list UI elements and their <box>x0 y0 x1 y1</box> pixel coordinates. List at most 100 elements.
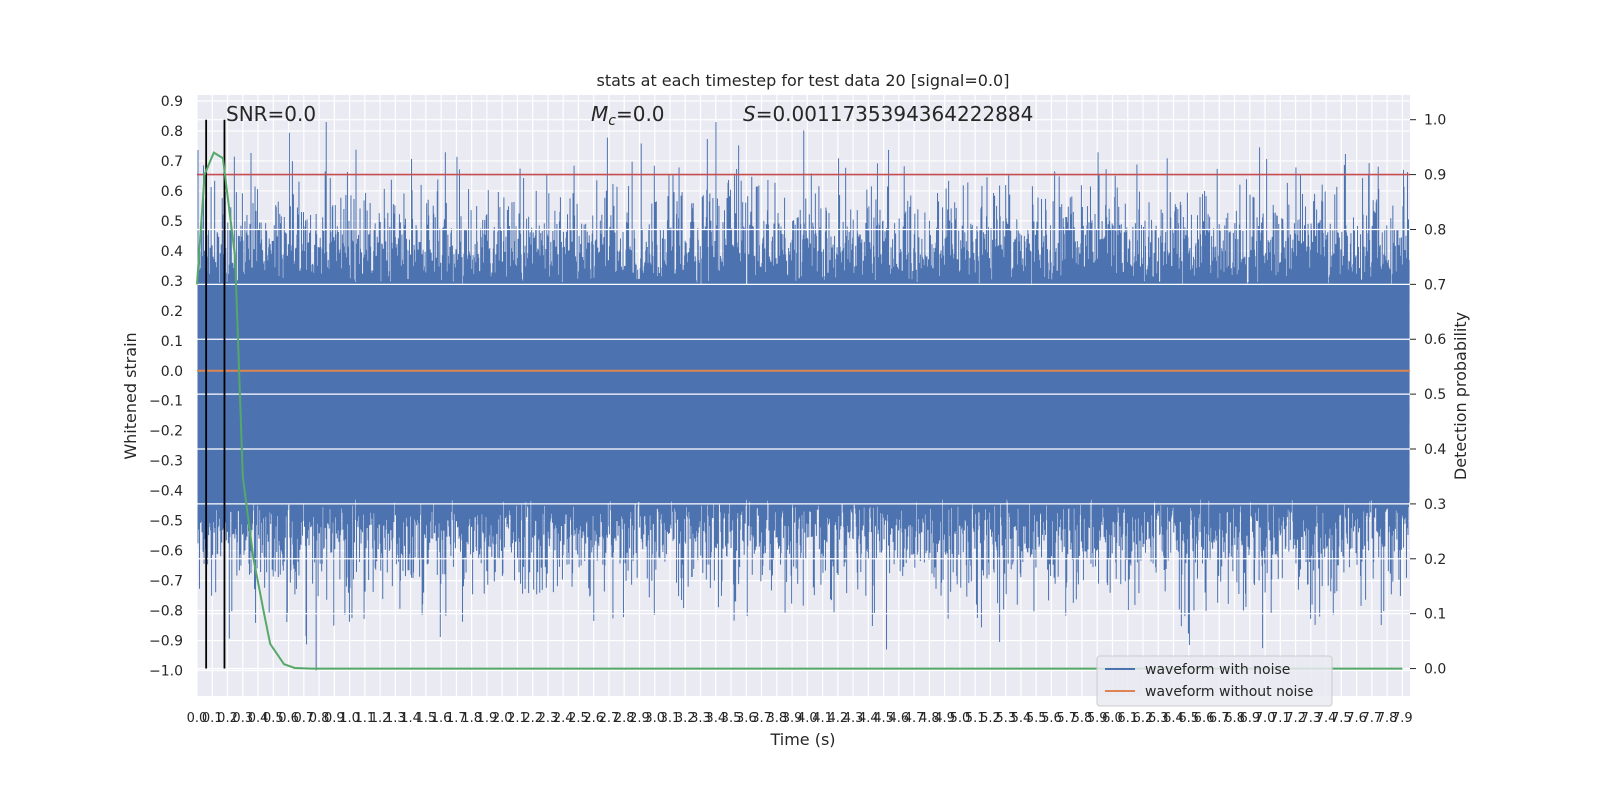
x-tick-label: 4.8 <box>919 711 940 726</box>
x-tick-label: 4.4 <box>858 711 879 726</box>
right-tick-label: 0.9 <box>1424 168 1446 184</box>
left-tick-label: 0.5 <box>161 214 183 230</box>
x-tick-label: 7.8 <box>1377 711 1398 726</box>
x-axis-label: Time (s) <box>769 730 835 749</box>
left-tick-label: −0.5 <box>149 514 183 530</box>
right-axis-ticks: 1.0 0.9 0.8 0.7 0.6 0.5 0.4 0.3 0.2 0.1 0.0 <box>1410 113 1446 678</box>
x-tick-label: 5.7 <box>1056 711 1077 726</box>
x-tick-label: 6.3 <box>1148 711 1169 726</box>
x-tick-label: 3.1 <box>660 711 681 726</box>
x-tick-label: 1.3 <box>385 711 406 726</box>
left-tick-label: 0.2 <box>161 304 183 320</box>
x-tick-label: 2.9 <box>629 711 650 726</box>
left-tick-label: 0.6 <box>161 184 183 200</box>
x-tick-label: 7.4 <box>1316 711 1337 726</box>
x-tick-label: 3.6 <box>736 711 757 726</box>
x-tick-label: 5.3 <box>995 711 1016 726</box>
x-tick-label: 3.0 <box>644 711 665 726</box>
x-tick-label: 2.1 <box>507 711 528 726</box>
x-tick-label: 4.2 <box>827 711 848 726</box>
x-tick-label: 5.1 <box>965 711 986 726</box>
x-tick-label: 2.7 <box>599 711 620 726</box>
x-tick-label: 1.0 <box>339 711 360 726</box>
x-tick-label: 4.9 <box>934 711 955 726</box>
right-tick-label: 0.7 <box>1424 277 1446 293</box>
x-tick-label: 6.0 <box>1102 711 1123 726</box>
chart-title: stats at each timestep for test data 20 … <box>597 71 1010 90</box>
legend-box <box>1096 655 1333 707</box>
x-tick-label: 0.3 <box>232 711 253 726</box>
x-tick-label: 3.7 <box>751 711 772 726</box>
left-tick-label: −0.9 <box>149 634 183 650</box>
x-tick-label: 0.1 <box>202 711 223 726</box>
x-tick-label: 4.3 <box>843 711 864 726</box>
x-tick-label: 2.3 <box>538 711 559 726</box>
left-tick-label: −0.6 <box>149 544 183 560</box>
legend: waveform with noise waveform without noi… <box>1096 655 1333 707</box>
right-tick-label: 0.5 <box>1424 387 1446 403</box>
x-tick-label: 6.7 <box>1209 711 1230 726</box>
left-tick-label: 0.0 <box>161 364 183 380</box>
noise-core <box>198 286 1409 500</box>
right-tick-label: 0.8 <box>1424 222 1446 238</box>
legend-label-without-noise: waveform without noise <box>1145 684 1313 700</box>
x-tick-label: 0.6 <box>278 711 299 726</box>
x-tick-label: 4.6 <box>889 711 910 726</box>
x-tick-label: 7.1 <box>1270 711 1291 726</box>
right-axis-label: Detection probability <box>1451 312 1470 480</box>
x-axis-ticks: 0.00.10.20.30.40.50.60.70.80.91.01.11.21… <box>187 711 1413 726</box>
x-tick-label: 7.0 <box>1255 711 1276 726</box>
left-tick-label: 0.9 <box>161 94 183 110</box>
x-tick-label: 3.5 <box>721 711 742 726</box>
x-tick-label: 7.3 <box>1300 711 1321 726</box>
left-tick-label: 0.8 <box>161 124 183 140</box>
x-tick-label: 7.6 <box>1346 711 1367 726</box>
x-tick-label: 0.0 <box>187 711 208 726</box>
x-tick-label: 5.5 <box>1026 711 1047 726</box>
x-tick-label: 3.4 <box>705 711 726 726</box>
left-tick-label: −0.4 <box>149 484 183 500</box>
x-tick-label: 0.9 <box>324 711 345 726</box>
x-tick-label: 1.8 <box>461 711 482 726</box>
x-tick-label: 5.6 <box>1041 711 1062 726</box>
x-tick-label: 1.5 <box>416 711 437 726</box>
x-tick-label: 3.9 <box>782 711 803 726</box>
x-tick-label: 7.2 <box>1285 711 1306 726</box>
right-tick-label: 1.0 <box>1424 113 1446 129</box>
x-tick-label: 7.9 <box>1392 711 1413 726</box>
left-tick-label: −1.0 <box>149 664 183 680</box>
legend-label-with-noise: waveform with noise <box>1145 662 1290 678</box>
x-tick-label: 6.4 <box>1163 711 1184 726</box>
x-tick-label: 2.2 <box>522 711 543 726</box>
x-tick-label: 0.4 <box>248 711 269 726</box>
x-tick-label: 2.4 <box>553 711 574 726</box>
x-tick-label: 1.2 <box>370 711 391 726</box>
x-tick-label: 1.7 <box>446 711 467 726</box>
x-tick-label: 6.6 <box>1194 711 1215 726</box>
left-tick-label: 0.3 <box>161 274 183 290</box>
left-tick-label: −0.7 <box>149 574 183 590</box>
x-tick-label: 5.0 <box>950 711 971 726</box>
x-tick-label: 6.9 <box>1239 711 1260 726</box>
left-tick-label: 0.1 <box>161 334 183 350</box>
x-tick-label: 5.4 <box>1011 711 1032 726</box>
x-tick-label: 6.8 <box>1224 711 1245 726</box>
left-tick-label: −0.2 <box>149 424 183 440</box>
x-tick-label: 0.7 <box>293 711 314 726</box>
right-tick-label: 0.3 <box>1424 497 1446 513</box>
x-tick-label: 1.1 <box>354 711 375 726</box>
x-tick-label: 5.2 <box>980 711 1001 726</box>
left-tick-label: 0.4 <box>161 244 183 260</box>
x-tick-label: 4.1 <box>812 711 833 726</box>
x-tick-label: 7.5 <box>1331 711 1352 726</box>
x-tick-label: 6.1 <box>1117 711 1138 726</box>
right-tick-label: 0.4 <box>1424 442 1446 458</box>
right-tick-label: 0.2 <box>1424 552 1446 568</box>
x-tick-label: 0.5 <box>263 711 284 726</box>
x-tick-label: 4.0 <box>797 711 818 726</box>
left-tick-label: −0.8 <box>149 604 183 620</box>
chirp-mass-annotation: Mc=0.0 <box>591 102 665 129</box>
x-tick-label: 7.7 <box>1362 711 1383 726</box>
left-tick-label: 0.7 <box>161 154 183 170</box>
